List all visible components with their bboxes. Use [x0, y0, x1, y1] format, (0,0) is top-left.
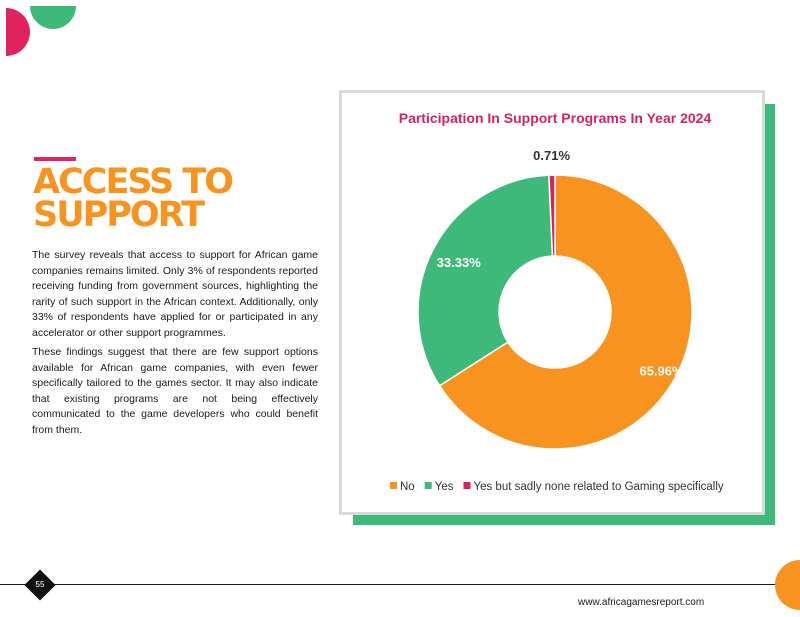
legend-swatch-yes-but-sadly-none-related-to-gaming-specifically [463, 482, 471, 489]
chart-legend: No Yes Yes but sadly none related to Gamin… [390, 481, 724, 493]
slice-labels: 65.96% 33.33% 0.71% [437, 148, 684, 378]
data-label-yes: 33.33% [437, 255, 482, 270]
legend-label-no: No [400, 481, 415, 493]
legend-label-yes-but-sadly-none-related-to-gaming-specifically: Yes but sadly none related to Gaming spe… [473, 481, 723, 493]
heading-line-1: ACCESS TO [33, 162, 234, 202]
legend-swatch-no [390, 482, 397, 489]
slice-no [438, 174, 693, 450]
data-label-no: 65.96% [639, 363, 684, 378]
section-heading: ACCESS TO SUPPORT [33, 162, 293, 235]
brand-logo-icon [6, 6, 76, 56]
corner-decoration-icon [775, 560, 800, 610]
page-number: 55 [35, 580, 45, 589]
donut-slices [417, 174, 693, 450]
data-label-yes-but-sadly-none-related-to-gaming-specifically: 0.71% [533, 148, 570, 163]
footer-website: www.africagamesreport.com [578, 597, 705, 608]
slice-yes [417, 174, 554, 387]
legend-swatch-yes [424, 482, 432, 489]
body-text: The survey reveals that access to suppor… [32, 248, 318, 442]
donut-chart: Participation In Support Programs In Yea… [390, 110, 724, 493]
heading-line-2: SUPPORT [33, 195, 205, 235]
chart-card: Participation In Support Programs In Yea… [339, 90, 765, 515]
heading-accent-line [34, 157, 76, 161]
paragraph-1: The survey reveals that access to suppor… [32, 249, 318, 339]
paragraph-2: These findings suggest that there are fe… [32, 346, 318, 436]
footer-divider [0, 584, 800, 585]
slice-yes-but-sadly-none-related-to-gaming-specifically [548, 174, 556, 257]
legend-label-yes: Yes [435, 481, 454, 493]
chart-title: Participation In Support Programs In Yea… [399, 110, 712, 126]
